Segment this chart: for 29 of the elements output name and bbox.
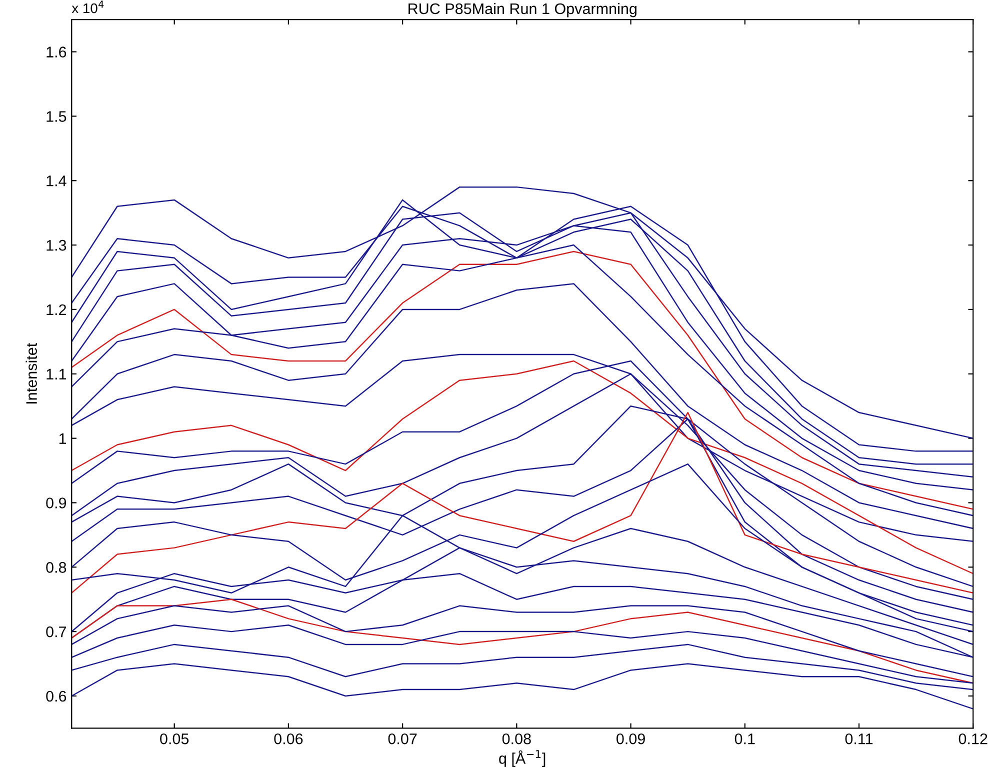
- y-tick-label: 1.4: [46, 176, 66, 186]
- line-series: [72, 605, 974, 678]
- y-tick-label: 1.3: [46, 240, 66, 251]
- chart-title: RUC P85Main Run 1 Opvarmning: [408, 2, 636, 18]
- text: x 10$^{4}$: [72, 0, 104, 14]
- y-tick-label: 1: [59, 433, 66, 444]
- y-axis-title: Intensitet: [26, 342, 37, 404]
- y-tick-label: 1.2: [46, 304, 66, 315]
- x-axis-title: q [Å$^{−1}$]: [499, 750, 546, 767]
- line-series: [72, 644, 974, 690]
- line-series: [72, 283, 974, 530]
- x-tick-label: 0.11: [845, 733, 873, 744]
- line-series: [72, 624, 974, 684]
- y-tick-label: 1.5: [46, 111, 66, 122]
- y-tick-label: 0.9: [46, 498, 66, 508]
- x-tick-label: 0.12: [958, 733, 988, 744]
- y-tick-label: 0.7: [46, 626, 66, 638]
- y-tick-label: 0.6: [46, 690, 66, 702]
- y-tick-label: 0.8: [46, 562, 66, 573]
- x-tick-label: 0.09: [616, 733, 645, 744]
- x-tick-label: 0.06: [274, 733, 303, 744]
- x-tick-label: 0.07: [388, 733, 417, 744]
- y-tick-label: 1.6: [46, 46, 66, 58]
- x-tick-label: 0.05: [160, 733, 189, 744]
- line-series: [72, 663, 974, 710]
- line-series: [72, 598, 974, 684]
- y-tick-label: 1.1: [46, 368, 66, 380]
- x-tick-label: 0.1: [734, 733, 755, 744]
- x-tick-label: 0.08: [502, 733, 531, 744]
